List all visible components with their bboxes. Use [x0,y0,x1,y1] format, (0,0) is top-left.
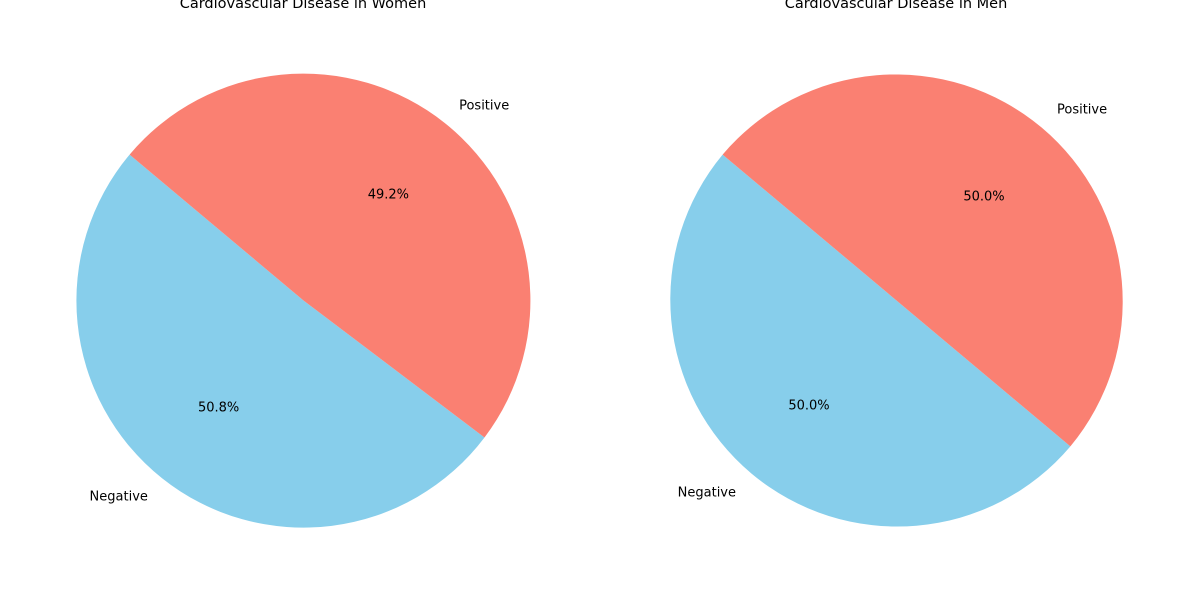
pie-chart-women: Cardiovascular Disease in Women Negative… [76,0,531,528]
chart-title-women: Cardiovascular Disease in Women [180,0,427,12]
slice-label-negative-men: Negative [678,485,736,500]
chart-title-men: Cardiovascular Disease in Men [785,0,1008,12]
pie-slice-positive-women [129,73,531,438]
pct-label-positive-men: 50.0% [963,190,1004,205]
pie-labels-men: Negative 50.0% Positive 50.0% [678,103,1107,501]
pct-label-negative-women: 50.8% [198,401,239,416]
pct-label-negative-men: 50.0% [788,398,829,413]
pie-slice-positive-men [722,74,1123,447]
pie-labels-women: Negative 50.8% Positive 49.2% [90,99,510,505]
slice-label-positive-men: Positive [1057,103,1107,118]
pct-label-positive-women: 49.2% [368,188,409,203]
pie-slice-negative-women [76,154,485,528]
pie-chart-men: Cardiovascular Disease in Men Negative 50… [670,0,1123,527]
pie-slices-women [76,73,531,528]
pie-slices-men [670,74,1123,527]
pie-slice-negative-men [670,154,1071,527]
slice-label-negative-women: Negative [90,489,148,504]
slice-label-positive-women: Positive [459,99,509,114]
